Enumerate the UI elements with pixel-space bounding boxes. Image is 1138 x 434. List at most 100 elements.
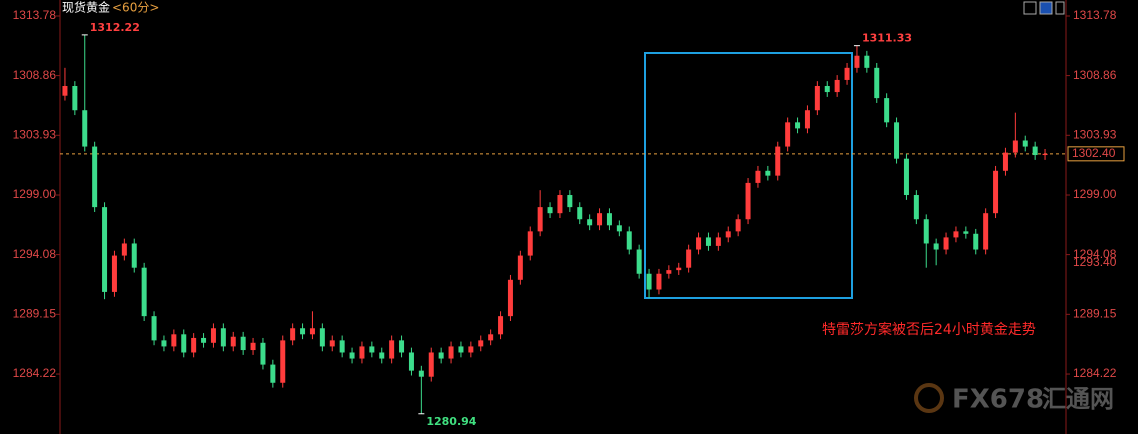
- candle-body: [795, 122, 801, 129]
- candle-body: [715, 237, 721, 246]
- candle-body: [468, 346, 474, 353]
- candle-body: [498, 316, 504, 335]
- candle-body: [201, 337, 207, 343]
- candle-body: [824, 86, 830, 93]
- candle-body: [191, 337, 197, 353]
- candle-body: [844, 67, 850, 80]
- candle-body: [686, 249, 692, 268]
- candle-body: [785, 122, 791, 147]
- chart-title: 现货黄金: [62, 0, 110, 15]
- candle-body: [260, 342, 266, 365]
- candle-body: [745, 182, 751, 220]
- candle-body: [418, 370, 424, 377]
- candle-body: [547, 207, 553, 214]
- tool-button[interactable]: [1023, 1, 1037, 15]
- y2-tick-label: 1294.08: [1073, 247, 1117, 261]
- candle-body: [1002, 152, 1008, 171]
- candle-body: [993, 170, 999, 214]
- candle-body: [270, 364, 276, 383]
- candle-body: [478, 340, 484, 347]
- watermark-text: 汇通网: [1042, 385, 1114, 413]
- candle-body: [676, 267, 682, 271]
- logo: [914, 383, 944, 413]
- candle-body: [517, 255, 523, 280]
- extreme-label: 1312.22: [90, 21, 140, 34]
- candle-body: [537, 207, 543, 232]
- candle-body: [953, 231, 959, 238]
- y-tick-label: 1294.08: [13, 247, 57, 261]
- toolbar: [1023, 1, 1065, 15]
- candle-body: [626, 231, 632, 250]
- y2-tick-label: 1289.15: [1073, 306, 1117, 320]
- candle-body: [725, 231, 731, 238]
- extreme-label: 1311.33: [862, 32, 912, 45]
- candle-body: [933, 243, 939, 250]
- candle-body: [1022, 140, 1028, 147]
- candle-body: [181, 334, 187, 353]
- last-price-label: 1302.40: [1072, 146, 1116, 160]
- candle-body: [755, 170, 761, 183]
- candle-body: [428, 352, 434, 377]
- tool-button[interactable]: [1039, 1, 1053, 15]
- y2-tick-label: 1303.93: [1073, 127, 1117, 141]
- candle-body: [290, 328, 296, 341]
- candle-body: [1042, 153, 1048, 156]
- candle-body: [250, 342, 256, 351]
- candle-body: [567, 195, 573, 208]
- candle-body: [408, 352, 414, 371]
- candle-body: [349, 352, 355, 359]
- candle-body: [963, 231, 969, 234]
- candle-body: [339, 340, 345, 353]
- candle-body: [507, 279, 513, 317]
- candle-body: [587, 219, 593, 226]
- candle-body: [329, 340, 335, 347]
- candle-body: [111, 255, 117, 292]
- candle-body: [913, 195, 919, 220]
- candle-body: [775, 146, 781, 176]
- candle-body: [300, 328, 306, 335]
- candle-body: [1032, 146, 1038, 156]
- annotation: 特雷莎方案被否后24小时黄金走势: [822, 321, 1036, 338]
- candle-body: [309, 328, 315, 335]
- candle-body: [458, 346, 464, 353]
- candle-body: [230, 336, 236, 347]
- y2-tick-label: 1308.86: [1073, 68, 1117, 82]
- candle-body: [319, 328, 325, 347]
- candle-body: [82, 110, 88, 147]
- candle-body: [666, 270, 672, 274]
- y-tick-label: 1289.15: [13, 306, 57, 320]
- candle-body: [399, 340, 405, 353]
- candle-body: [973, 233, 979, 250]
- candle-body: [557, 195, 563, 214]
- tool-button[interactable]: [1055, 1, 1065, 15]
- candle-body: [814, 86, 820, 111]
- candle-body: [834, 79, 840, 93]
- candle-body: [864, 55, 870, 68]
- candle-body: [72, 86, 78, 111]
- candle-body: [121, 243, 127, 256]
- candle-body: [884, 98, 890, 123]
- candle-body: [874, 67, 880, 99]
- candle-body: [577, 207, 583, 220]
- candle-body: [923, 219, 929, 244]
- candle-body: [606, 213, 612, 226]
- last-price-box: [1067, 146, 1125, 162]
- candle-body: [389, 340, 395, 359]
- y-tick-label: 1299.00: [13, 187, 57, 201]
- y2-tick-label: 1299.00: [1073, 187, 1117, 201]
- y2-tick-label: 1313.78: [1073, 8, 1117, 22]
- candle-body: [448, 346, 454, 359]
- candle-body: [171, 334, 177, 347]
- candle-body: [854, 55, 860, 68]
- extreme-label: 1280.94: [426, 415, 476, 428]
- candle-body: [597, 213, 603, 226]
- candle-body: [488, 334, 494, 341]
- candle-body: [1012, 140, 1018, 153]
- candle-body: [527, 231, 533, 256]
- candle-body: [379, 352, 385, 359]
- y2-tick-label: 1284.22: [1073, 366, 1117, 380]
- y-tick-label: 1308.86: [13, 68, 57, 82]
- y-tick-label: 1284.22: [13, 366, 57, 380]
- candle-body: [705, 237, 711, 246]
